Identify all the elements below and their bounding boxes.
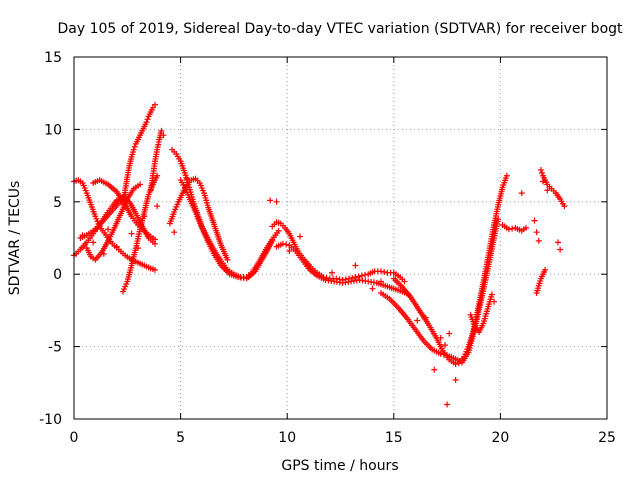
data-point [544, 187, 551, 194]
data-point [79, 232, 86, 239]
x-tick-label: 5 [176, 430, 185, 446]
data-point [378, 268, 385, 275]
y-tick-label: 15 [44, 50, 62, 66]
y-tick-label: -10 [39, 412, 62, 428]
data-point [488, 291, 495, 298]
data-point [554, 239, 561, 246]
data-point [452, 376, 459, 383]
data-point [171, 229, 178, 236]
data-point [105, 226, 112, 233]
x-tick-label: 10 [278, 430, 296, 446]
data-point [296, 233, 303, 240]
data-point [158, 127, 165, 134]
data-point [437, 334, 444, 341]
data-point [531, 217, 538, 224]
x-tick-label: 20 [491, 430, 509, 446]
data-point [269, 237, 276, 244]
data-point [540, 178, 547, 185]
data-point [452, 360, 459, 367]
data-point [505, 226, 512, 233]
data-point [286, 248, 293, 255]
x-tick-label: 15 [385, 430, 403, 446]
data-point [141, 213, 148, 220]
data-point [358, 272, 365, 279]
data-point [538, 169, 545, 176]
data-point [144, 116, 151, 123]
data-point [444, 401, 451, 408]
data-point [378, 278, 385, 285]
data-point [537, 166, 544, 173]
data-point [495, 216, 502, 223]
data-point [94, 224, 101, 231]
y-axis-ticks: -10 -5 0 5 10 15 [39, 50, 607, 428]
data-point [491, 298, 498, 305]
data-point [100, 250, 107, 257]
data-point [362, 271, 369, 278]
plot-frame [73, 56, 608, 420]
data-point [557, 246, 564, 253]
data-point [134, 245, 141, 252]
data-point [441, 342, 448, 349]
data-point [352, 274, 359, 281]
data-point [143, 119, 150, 126]
data-point [154, 203, 161, 210]
data-point [431, 366, 438, 373]
data-point [328, 269, 335, 276]
data-point [446, 330, 453, 337]
data-point [422, 314, 429, 321]
data-point [152, 236, 159, 243]
data-point [279, 240, 286, 247]
data-point [561, 203, 568, 210]
data-point [224, 256, 231, 263]
data-point [130, 146, 137, 153]
data-point [113, 243, 120, 250]
data-points [71, 101, 568, 408]
x-tick-label: 25 [598, 430, 616, 446]
grid-lines [74, 57, 607, 419]
data-point [533, 229, 540, 236]
data-point [509, 225, 516, 232]
data-point [152, 266, 159, 273]
data-point [401, 278, 408, 285]
data-point [414, 317, 421, 324]
y-axis-label: SDTVAR / TECUs [7, 181, 23, 296]
y-tick-label: 10 [44, 122, 62, 138]
data-point [522, 224, 529, 231]
data-point [160, 132, 167, 139]
y-tick-label: 0 [53, 267, 62, 283]
data-point [369, 285, 376, 292]
x-axis-label: GPS time / hours [281, 458, 398, 474]
data-point [535, 237, 542, 244]
data-point [349, 274, 356, 281]
chart-title: Day 105 of 2019, Sidereal Day-to-day VTE… [57, 21, 623, 37]
data-point [152, 101, 159, 108]
data-point [137, 181, 144, 188]
data-point [131, 143, 138, 150]
data-point [275, 227, 282, 234]
data-point [503, 172, 510, 179]
x-tick-label: 0 [70, 430, 79, 446]
data-point [267, 197, 274, 204]
data-point [455, 360, 462, 367]
data-point [183, 175, 190, 182]
data-point [518, 190, 525, 197]
y-tick-label: -5 [48, 340, 62, 356]
data-point [90, 239, 97, 246]
x-axis-ticks: 0 5 10 15 20 25 [70, 57, 616, 446]
data-point [273, 198, 280, 205]
data-point [352, 262, 359, 269]
data-point [128, 230, 135, 237]
y-tick-label: 5 [53, 195, 62, 211]
data-point [283, 241, 290, 248]
data-point [355, 273, 362, 280]
data-point [381, 269, 388, 276]
data-point [542, 266, 549, 273]
